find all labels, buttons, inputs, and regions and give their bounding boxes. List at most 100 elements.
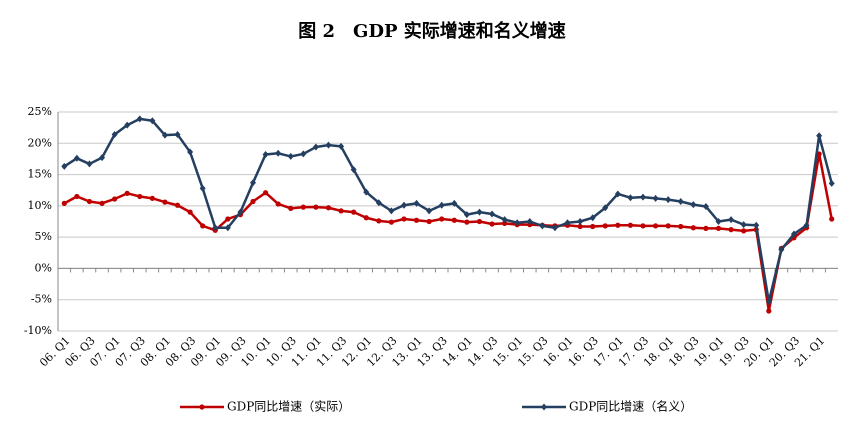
- data-point: [577, 218, 584, 225]
- data-point: [627, 194, 634, 202]
- data-point: [451, 199, 458, 207]
- data-point: [61, 200, 67, 206]
- data-point: [715, 218, 722, 225]
- data-point: [703, 225, 709, 231]
- data-point: [501, 216, 508, 224]
- chart-title: 图 2 GDP 实际增速和名义增速: [298, 20, 566, 42]
- series-line: [63, 117, 833, 303]
- data-point: [388, 219, 394, 225]
- data-point: [426, 207, 433, 215]
- legend-label: GDP同比增速（名义）: [569, 399, 692, 414]
- data-point: [753, 221, 760, 229]
- data-point: [111, 131, 118, 139]
- data-point: [338, 142, 345, 150]
- data-point: [237, 208, 244, 216]
- data-point: [74, 193, 80, 200]
- data-point: [388, 207, 395, 215]
- data-point: [300, 150, 307, 158]
- data-point: [124, 190, 130, 196]
- data-point: [627, 222, 634, 228]
- data-point: [489, 210, 496, 218]
- data-point: [652, 194, 659, 202]
- data-point: [413, 217, 420, 223]
- y-tick-label: 10%: [28, 199, 52, 212]
- data-point: [539, 222, 546, 230]
- data-point: [740, 221, 747, 229]
- data-point: [288, 205, 294, 211]
- data-point: [551, 224, 558, 232]
- data-point: [351, 209, 357, 215]
- data-point: [313, 204, 319, 210]
- data-point: [476, 218, 483, 225]
- data-point: [828, 179, 835, 187]
- data-point: [677, 197, 684, 205]
- data-point: [766, 308, 772, 314]
- data-point: [502, 220, 508, 226]
- y-tick-label: -10%: [24, 324, 52, 337]
- data-point: [400, 201, 407, 209]
- data-point: [678, 223, 684, 230]
- data-point: [212, 224, 219, 232]
- data-point: [602, 223, 608, 229]
- series-line: [63, 152, 833, 313]
- data-point: [765, 298, 772, 306]
- data-point: [728, 227, 734, 233]
- data-point: [803, 221, 810, 229]
- data-point: [463, 211, 470, 219]
- data-point: [741, 228, 747, 234]
- data-point: [161, 131, 168, 139]
- data-point: [363, 215, 369, 221]
- data-point: [262, 190, 269, 196]
- data-point: [790, 230, 797, 238]
- data-point: [728, 216, 735, 224]
- y-tick-label: -5%: [31, 293, 52, 306]
- data-point: [589, 214, 596, 222]
- data-point: [174, 202, 181, 208]
- data-point: [300, 204, 306, 210]
- data-point: [564, 219, 571, 227]
- data-point: [715, 225, 722, 231]
- data-point: [541, 403, 547, 411]
- data-point: [224, 224, 231, 232]
- data-point: [489, 221, 495, 227]
- data-point: [464, 219, 470, 225]
- data-point: [577, 223, 583, 230]
- data-point: [187, 148, 194, 156]
- data-point: [702, 202, 709, 210]
- y-tick-label: 15%: [28, 168, 52, 181]
- data-point: [86, 160, 93, 168]
- data-point: [199, 404, 205, 410]
- data-point: [590, 223, 596, 230]
- data-point: [338, 208, 344, 214]
- y-tick-label: 25%: [28, 105, 52, 118]
- data-point: [262, 151, 269, 159]
- data-point: [514, 219, 521, 227]
- data-point: [690, 201, 697, 209]
- data-point: [426, 218, 432, 225]
- data-point: [112, 196, 118, 202]
- data-point: [438, 201, 445, 209]
- data-point: [690, 225, 696, 231]
- data-point: [476, 208, 483, 216]
- data-point: [61, 162, 68, 170]
- data-point: [275, 201, 281, 207]
- data-point: [451, 217, 457, 223]
- data-point: [325, 141, 332, 149]
- data-point: [124, 121, 131, 129]
- y-tick-label: 20%: [28, 136, 52, 149]
- data-point: [375, 199, 382, 207]
- data-point: [413, 199, 420, 207]
- data-point: [312, 143, 319, 151]
- data-point: [250, 179, 256, 187]
- data-point: [200, 223, 206, 229]
- data-point: [136, 115, 143, 123]
- data-point: [640, 193, 646, 201]
- data-point: [250, 198, 256, 205]
- data-point: [401, 216, 407, 222]
- data-point: [350, 166, 357, 174]
- data-point: [640, 223, 646, 229]
- data-point: [829, 216, 835, 222]
- legend-label: GDP同比增速（实际）: [227, 399, 350, 414]
- data-point: [614, 190, 621, 198]
